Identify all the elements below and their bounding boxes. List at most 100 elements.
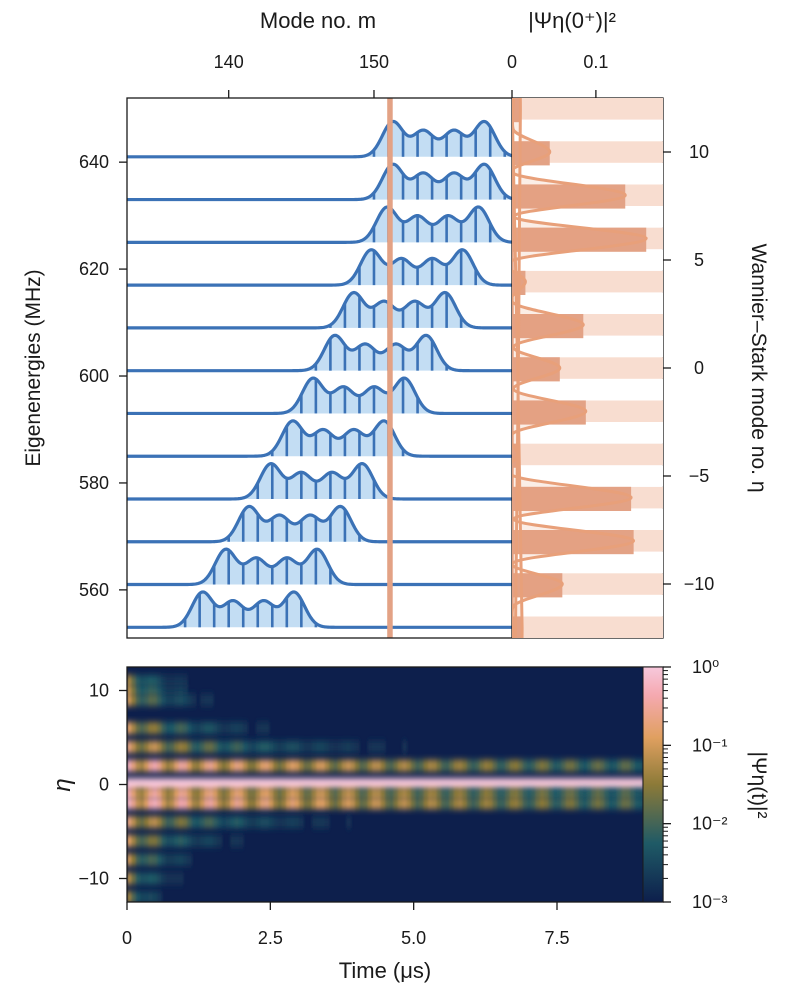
heat-cell: [612, 759, 618, 772]
heat-cell: [230, 722, 236, 735]
heat-cell: [479, 759, 485, 772]
heat-cell: [316, 797, 322, 810]
heat-cell: [505, 778, 511, 791]
heat-cell: [526, 787, 532, 800]
heat-cell: [152, 684, 158, 697]
heat-cell: [148, 816, 154, 829]
heat-cell: [514, 759, 519, 772]
right-ylabel: Wannier–Stark mode no. η: [747, 243, 770, 492]
heat-cell: [187, 759, 193, 772]
heat-cell: [174, 759, 180, 772]
heat-cell: [462, 787, 468, 800]
heat-cell: [178, 722, 184, 735]
heat-cell: [238, 797, 244, 810]
heat-cell: [161, 693, 167, 706]
heat-cell: [187, 778, 193, 791]
bar-band: [512, 378, 663, 401]
heat-cell: [621, 787, 627, 800]
bar-band: [512, 508, 663, 530]
heat-cell: [539, 778, 545, 791]
heat-cell: [260, 797, 266, 810]
heat-cell: [247, 740, 253, 753]
heat-cell: [445, 759, 451, 772]
heat-cell: [466, 759, 472, 772]
heat-cell: [165, 872, 171, 885]
heat-cell: [191, 693, 197, 706]
heat-cell: [277, 740, 283, 753]
heat-cell: [501, 787, 506, 800]
heat-cell: [294, 759, 300, 772]
mode-fill: [127, 506, 512, 542]
heat-cell: [152, 891, 158, 902]
bar-band: [512, 292, 663, 314]
heat-cell: [514, 787, 519, 800]
heat-cell: [217, 759, 223, 772]
heat-cell: [148, 684, 154, 697]
heat-cell: [367, 787, 373, 800]
heat-cell: [307, 778, 313, 791]
heat-cell: [423, 787, 429, 800]
heat-cell: [281, 797, 287, 810]
heat-cell: [337, 797, 343, 810]
heat-cell: [625, 778, 631, 791]
heat-cell: [492, 797, 498, 810]
heat-cell: [552, 797, 558, 810]
bottom-xtick-label: 7.5: [544, 928, 569, 948]
heat-cell: [535, 797, 541, 810]
heat-cell: [182, 787, 188, 800]
heat-cell: [522, 787, 528, 800]
heat-cell: [522, 759, 528, 772]
mode-fill: [127, 121, 512, 157]
heat-cell: [342, 759, 347, 772]
heat-cell: [591, 797, 597, 810]
heat-cell: [346, 787, 352, 800]
bar-band: [512, 422, 663, 444]
heat-cell: [191, 787, 197, 800]
heat-cell: [634, 759, 640, 772]
heat-cell: [359, 778, 365, 791]
heat-cell: [127, 816, 132, 829]
heat-cell: [617, 787, 623, 800]
heat-cell: [423, 778, 429, 791]
heat-cell: [182, 778, 188, 791]
heat-cell: [127, 693, 132, 706]
heat-cell: [178, 740, 184, 753]
heat-cell: [557, 787, 562, 800]
heat-cell: [449, 778, 455, 791]
heat-cell: [294, 787, 300, 800]
heat-cell: [204, 834, 210, 847]
heat-cell: [148, 787, 154, 800]
heat-cell: [152, 834, 158, 847]
heat-cell: [479, 797, 485, 810]
heat-cell: [376, 740, 382, 753]
heat-cell: [432, 787, 438, 800]
heat-cell: [329, 759, 334, 772]
bar: [512, 181, 626, 209]
heat-cell: [350, 778, 356, 791]
colorbar-tick-label: 10⁻²: [692, 814, 728, 834]
heat-cell: [561, 778, 567, 791]
heat-cell: [548, 778, 554, 791]
heat-cell: [243, 816, 248, 829]
heat-cell: [144, 778, 150, 791]
right-ytick-label: 5: [694, 250, 704, 270]
heat-cell: [354, 778, 360, 791]
left-ytick-label: 560: [79, 580, 109, 600]
heat-cell: [251, 816, 257, 829]
heat-cell: [303, 787, 309, 800]
heat-cell: [402, 778, 408, 791]
heat-cell: [225, 722, 231, 735]
heat-cell: [612, 787, 618, 800]
heat-cell: [372, 778, 377, 791]
heat-cell: [195, 787, 201, 800]
heat-cell: [264, 816, 270, 829]
heat-cell: [170, 797, 175, 810]
heat-cell: [225, 778, 231, 791]
heat-cell: [432, 797, 438, 810]
bottom-xtick-label: 5.0: [401, 928, 426, 948]
heat-cell: [578, 778, 584, 791]
heat-cell: [148, 722, 154, 735]
heat-cell: [195, 759, 201, 772]
heat-cell: [393, 778, 399, 791]
heat-cell: [238, 787, 244, 800]
